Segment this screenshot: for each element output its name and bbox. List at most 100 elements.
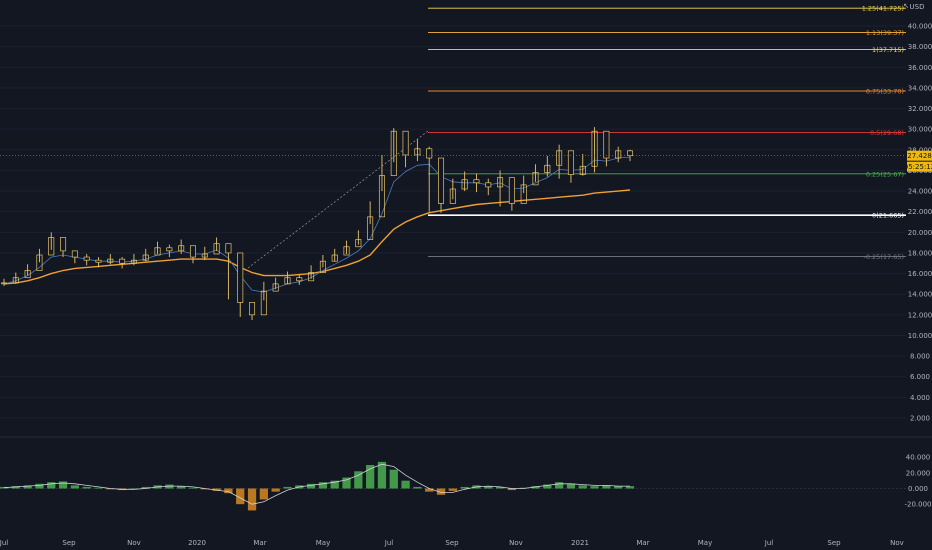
candle-body bbox=[532, 172, 539, 186]
candle-body bbox=[343, 246, 350, 256]
histogram-bar bbox=[306, 483, 316, 489]
candle-body bbox=[473, 179, 480, 184]
candle-body bbox=[201, 253, 208, 258]
histogram-bar bbox=[342, 477, 351, 489]
histogram-bar bbox=[70, 485, 80, 489]
candle-body bbox=[249, 302, 256, 316]
svg-text:05:25:12: 05:25:12 bbox=[904, 163, 932, 171]
histogram-bar bbox=[495, 486, 505, 489]
candle-body bbox=[438, 157, 445, 204]
oscillator-tick-label: 20.000 bbox=[906, 469, 931, 477]
candle-body bbox=[567, 150, 574, 175]
candle-body bbox=[189, 245, 196, 258]
price-tick-label: 2.000 bbox=[910, 415, 930, 423]
candle-body bbox=[0, 282, 8, 285]
price-tick-label: 38.000 bbox=[908, 43, 932, 51]
last-price-badge: 27.428 05:25:12 bbox=[904, 150, 932, 172]
histogram-bar bbox=[271, 488, 280, 492]
candle-body bbox=[402, 130, 409, 156]
candle-body bbox=[461, 179, 468, 190]
histogram-bar bbox=[82, 486, 91, 489]
candle-body bbox=[544, 164, 551, 173]
time-tick-label: Mar bbox=[636, 539, 649, 547]
candle-body bbox=[485, 182, 492, 188]
candle-body bbox=[626, 150, 634, 157]
candle-body bbox=[319, 260, 326, 273]
histogram-bar bbox=[236, 488, 245, 505]
candle-body bbox=[166, 247, 173, 252]
candle-body bbox=[556, 150, 563, 166]
oscillator-tick-label: -20.000 bbox=[904, 501, 931, 509]
histogram-bar bbox=[330, 480, 339, 489]
candle-body bbox=[579, 165, 586, 175]
price-tick-label: 14.000 bbox=[908, 291, 932, 299]
histogram-bar bbox=[614, 486, 623, 489]
candle-body bbox=[591, 130, 598, 167]
histogram-bar bbox=[484, 486, 493, 489]
time-tick-label: May bbox=[316, 539, 330, 547]
price-axis[interactable]: 2.000 4.000 6.000 8.000 10.000 12.000 14.000 16… bbox=[908, 23, 932, 423]
histogram-bar bbox=[224, 488, 233, 494]
histogram-bar bbox=[578, 485, 587, 489]
price-tick-label: 6.000 bbox=[910, 373, 930, 381]
histogram-bar bbox=[389, 469, 398, 489]
candle-body bbox=[260, 290, 267, 316]
candle-body bbox=[390, 130, 397, 176]
histogram-bar bbox=[11, 486, 20, 489]
histogram-bar bbox=[177, 486, 186, 489]
candle-body bbox=[272, 283, 279, 292]
price-tick-label: 18.000 bbox=[908, 249, 932, 257]
candle-body bbox=[449, 188, 456, 204]
candle-body bbox=[142, 254, 149, 261]
candle-body bbox=[284, 277, 291, 285]
histogram-bar bbox=[318, 482, 328, 489]
candle-body bbox=[331, 254, 338, 262]
price-tick-label: 28.000 bbox=[908, 146, 932, 154]
histogram-bar bbox=[625, 486, 635, 489]
time-tick-label: Sep bbox=[445, 539, 459, 547]
histogram-bar bbox=[212, 488, 221, 491]
histogram-bar bbox=[507, 488, 517, 491]
histogram-bar bbox=[554, 482, 564, 489]
candle-body bbox=[615, 150, 622, 159]
candle-body bbox=[603, 130, 610, 159]
histogram-bar bbox=[413, 486, 422, 489]
time-axis[interactable]: Jul Sep Nov 2020 Mar May Jul Sep Nov 2021 Mar May Ju… bbox=[0, 539, 904, 547]
histogram-bar bbox=[602, 485, 611, 489]
histogram-bar bbox=[94, 487, 103, 489]
candle-body bbox=[355, 239, 362, 248]
time-tick-label: Sep bbox=[827, 539, 841, 547]
oscillator-tick-label: 40.000 bbox=[906, 454, 931, 462]
candle-body bbox=[71, 250, 78, 258]
candle-body bbox=[130, 259, 137, 264]
candle-body bbox=[95, 259, 102, 263]
oscillator-axis[interactable]: -20.000 0.000 20.000 40.000 bbox=[904, 454, 931, 509]
candle-body bbox=[237, 252, 244, 303]
histogram-bar bbox=[366, 465, 375, 489]
price-tick-label: 36.000 bbox=[908, 64, 932, 72]
fib-level-label: 1.13(39.37) bbox=[866, 29, 904, 37]
fib-level-label: 0(21.665) bbox=[872, 212, 904, 220]
candle-body bbox=[107, 258, 114, 263]
candle-body bbox=[414, 148, 421, 156]
oscillator-tick-label: 0.000 bbox=[908, 485, 928, 493]
price-tick-label: 40.000 bbox=[908, 23, 932, 31]
fib-level-label: 0.5(29.68) bbox=[870, 129, 904, 137]
histogram-bar bbox=[590, 486, 599, 489]
arrow-icon[interactable]: ↖ bbox=[903, 2, 909, 10]
fib-level-label: 0.75(33.70) bbox=[866, 87, 904, 95]
histogram-bar bbox=[259, 488, 268, 500]
candle-body bbox=[367, 216, 374, 240]
candle-body bbox=[378, 175, 385, 218]
fast-moving-average-line bbox=[3, 156, 631, 293]
dotted-trend-line[interactable] bbox=[247, 130, 429, 269]
candle-body bbox=[497, 177, 504, 188]
price-tick-label: 12.000 bbox=[908, 311, 932, 319]
candle-body bbox=[83, 256, 90, 261]
fib-retracement[interactable]: 1.25(41.725) 1.13(39.37) 1(37.715) 0.75(33.… bbox=[428, 5, 906, 261]
svg-text:27.428: 27.428 bbox=[907, 152, 932, 160]
price-tick-label: 22.000 bbox=[908, 208, 932, 216]
time-tick-label: 2021 bbox=[571, 539, 589, 547]
histogram-bar bbox=[58, 481, 68, 489]
